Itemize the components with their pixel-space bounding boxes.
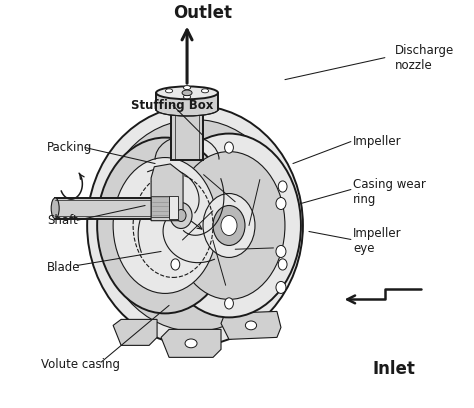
Ellipse shape xyxy=(213,206,245,246)
Text: Impeller
eye: Impeller eye xyxy=(353,228,401,255)
Ellipse shape xyxy=(225,298,233,309)
Ellipse shape xyxy=(113,157,217,293)
Ellipse shape xyxy=(276,282,286,293)
Ellipse shape xyxy=(225,142,233,153)
Ellipse shape xyxy=(97,137,233,313)
Ellipse shape xyxy=(183,95,191,99)
Ellipse shape xyxy=(165,89,173,93)
Bar xyxy=(171,104,203,160)
Ellipse shape xyxy=(156,103,218,116)
Text: Inlet: Inlet xyxy=(373,360,416,378)
Ellipse shape xyxy=(85,104,305,347)
Ellipse shape xyxy=(203,193,255,257)
Ellipse shape xyxy=(276,197,286,209)
Bar xyxy=(55,198,167,219)
Ellipse shape xyxy=(276,246,286,257)
Text: Discharge
nozzle: Discharge nozzle xyxy=(395,44,454,72)
Text: Impeller: Impeller xyxy=(353,135,401,148)
Text: Volute casing: Volute casing xyxy=(41,358,120,370)
Ellipse shape xyxy=(157,133,301,317)
Polygon shape xyxy=(151,196,169,217)
Bar xyxy=(156,93,218,110)
Polygon shape xyxy=(151,164,183,221)
Ellipse shape xyxy=(176,209,186,222)
Ellipse shape xyxy=(51,198,59,219)
Ellipse shape xyxy=(278,181,287,192)
Ellipse shape xyxy=(183,86,191,90)
Ellipse shape xyxy=(173,151,285,299)
Bar xyxy=(169,196,178,219)
Ellipse shape xyxy=(185,339,197,348)
Ellipse shape xyxy=(101,120,289,331)
Text: Packing: Packing xyxy=(47,141,92,154)
Ellipse shape xyxy=(278,259,287,270)
Polygon shape xyxy=(113,319,157,345)
Text: Stuffing Box: Stuffing Box xyxy=(131,99,213,112)
Ellipse shape xyxy=(170,202,192,228)
Ellipse shape xyxy=(221,215,237,235)
Ellipse shape xyxy=(201,89,209,93)
Text: Outlet: Outlet xyxy=(173,4,233,22)
Text: Blade: Blade xyxy=(47,261,81,274)
Ellipse shape xyxy=(87,106,303,345)
Polygon shape xyxy=(221,311,281,339)
Ellipse shape xyxy=(182,90,192,95)
Text: Casing wear
ring: Casing wear ring xyxy=(353,177,426,206)
Ellipse shape xyxy=(246,321,256,330)
Ellipse shape xyxy=(171,181,180,192)
Ellipse shape xyxy=(156,86,218,99)
Ellipse shape xyxy=(171,259,180,270)
Text: Shaft: Shaft xyxy=(47,214,78,227)
Polygon shape xyxy=(161,329,221,357)
